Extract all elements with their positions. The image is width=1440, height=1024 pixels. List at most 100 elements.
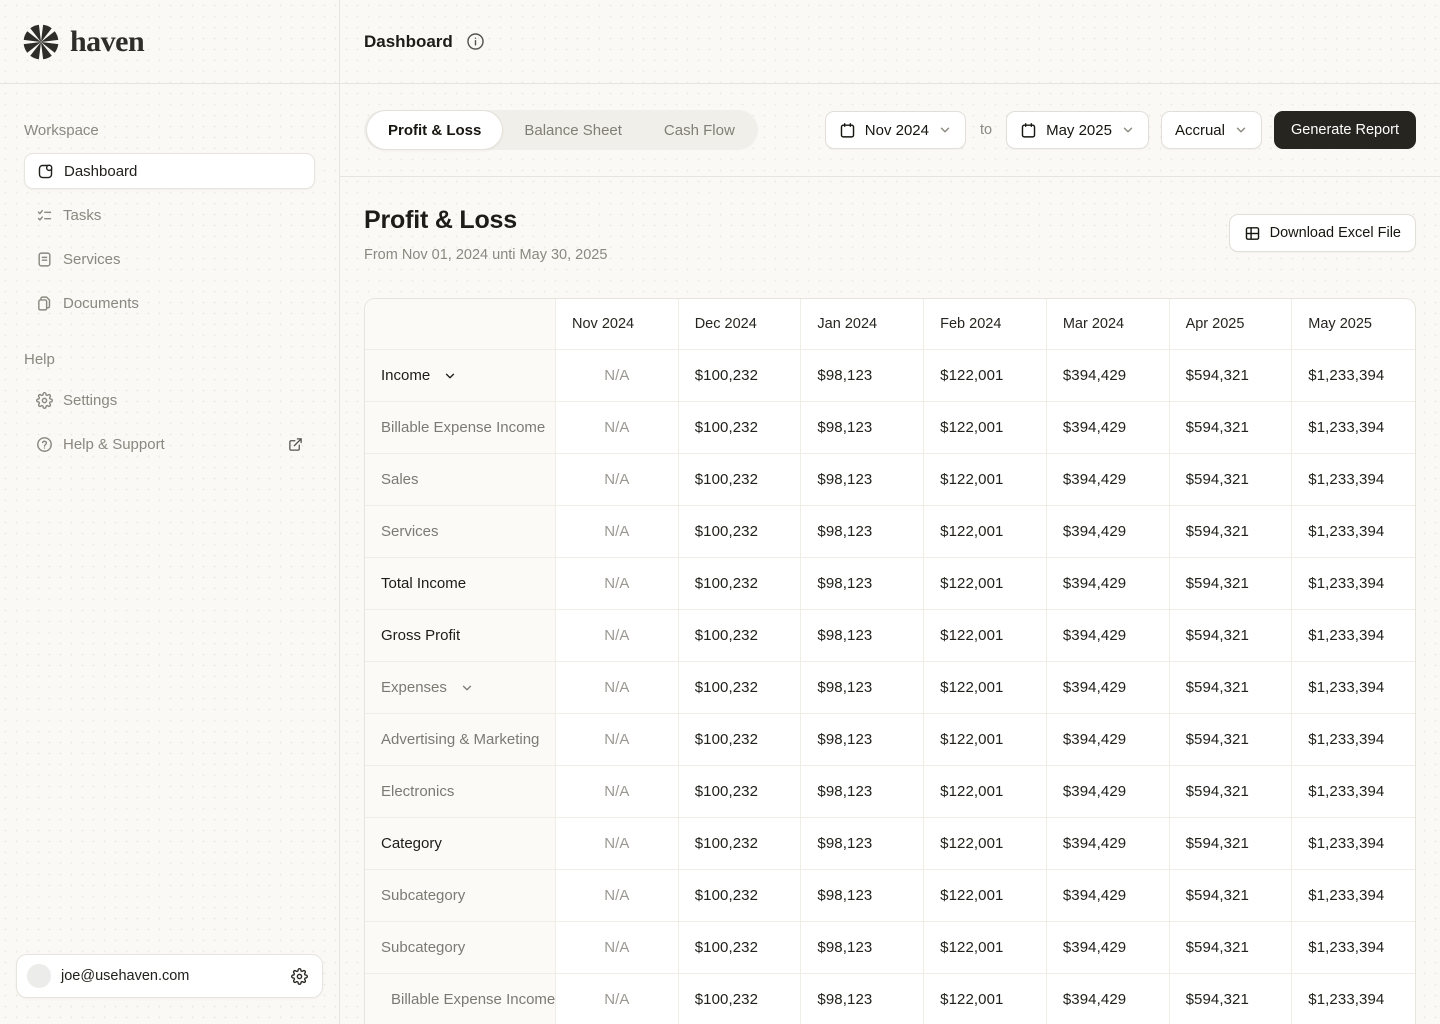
table-cell: $394,429 [1047, 922, 1170, 973]
calendar-icon [1021, 122, 1036, 138]
table-cell: $122,001 [924, 974, 1047, 1024]
row-label-cell: Category [365, 818, 556, 869]
sidebar-item-dashboard[interactable]: Dashboard [24, 153, 315, 189]
chevron-down-icon [462, 685, 472, 690]
row-label-cell[interactable]: Income [365, 350, 556, 401]
user-email: joe@usehaven.com [61, 968, 190, 984]
top-header: Dashboard [340, 0, 1440, 84]
table-cell: $1,233,394 [1308, 523, 1385, 540]
table-row: Advertising & Marketing N/A $100,232 $98,12… [365, 714, 1415, 766]
row-label-cell: Total Income [365, 558, 556, 609]
table-header-row: Nov 2024 Dec 2024 Jan 2024 Feb 2024 Mar 2024… [365, 299, 1415, 350]
table-row: Total Income N/A $100,232 $98,123 $122,001 $3… [365, 558, 1415, 610]
table-cell: $98,123 [801, 506, 925, 557]
table-cell: $100,232 [679, 350, 802, 401]
user-settings-gear-icon[interactable] [291, 967, 308, 985]
table-row: Subcategory N/A $100,232 $98,123 $122,001 $39… [365, 922, 1415, 974]
sidebar-item-services[interactable]: Services [24, 241, 315, 277]
table-cell: $594,321 [1170, 350, 1293, 401]
table-cell: $1,233,394 [1308, 939, 1385, 956]
sidebar-item-help-support[interactable]: Help & Support [24, 426, 315, 462]
logo: haven [0, 0, 339, 84]
help-circle-icon [37, 436, 52, 452]
row-label: Gross Profit [381, 627, 461, 644]
main-area: Dashboard Profit & Loss Balance Sheet Ca… [340, 0, 1440, 1024]
table-cell: $122,001 [924, 818, 1047, 869]
chevron-down-icon [446, 373, 455, 378]
row-label: Income [381, 367, 457, 384]
table-cell: $122,001 [924, 558, 1047, 609]
table-cell: $1,233,394 [1308, 471, 1385, 488]
column-header: Jan 2024 [801, 299, 925, 349]
table-row: Income N/A $100,232 $98,123 $122,001 $394,429… [365, 350, 1415, 402]
table-cell: N/A [556, 922, 679, 973]
table-cell: $1,233,394 [1308, 627, 1385, 644]
table-cell: $100,232 [679, 818, 802, 869]
sidebar-item-label: Dashboard [64, 162, 138, 180]
download-excel-button[interactable]: Download Excel File [1228, 214, 1416, 252]
report-title: Profit & Loss [364, 206, 517, 234]
column-header: Feb 2024 [924, 299, 1047, 349]
table-row: Sales N/A $100,232 $98,123 $122,001 $394,429 $… [365, 454, 1415, 506]
table-cell: N/A [556, 454, 679, 505]
table-cell: $100,232 [679, 506, 802, 557]
basis-value: Accrual [1174, 121, 1225, 139]
table-cell: $1,233,394 [1308, 887, 1385, 904]
sidebar-item-settings[interactable]: Settings [24, 382, 315, 418]
table-cell: $394,429 [1047, 766, 1170, 817]
tab-cash-flow[interactable]: Cash Flow [663, 121, 735, 139]
sidebar-item-documents[interactable]: Documents [24, 285, 315, 321]
user-card[interactable]: joe@usehaven.com [16, 954, 323, 998]
date-to-picker[interactable]: May 2025 [1006, 111, 1149, 149]
page-title: Dashboard [364, 31, 453, 51]
chevron-down-icon [1236, 127, 1246, 133]
table-cell: $98,123 [801, 870, 925, 921]
row-label: Category [381, 835, 442, 852]
info-icon[interactable] [466, 32, 485, 51]
table-cell: $594,321 [1170, 402, 1293, 453]
tasks-icon [37, 209, 52, 221]
table-cell: $594,321 [1170, 506, 1293, 557]
table-cell: N/A [556, 818, 679, 869]
table-cell: $594,321 [1170, 870, 1293, 921]
table-cell: N/A [556, 662, 679, 713]
row-label-cell[interactable]: Expenses [365, 662, 556, 713]
table-cell: $1,233,394 [1308, 991, 1385, 1008]
haven-logo-icon [23, 24, 59, 59]
table-cell: $394,429 [1047, 818, 1170, 869]
toolbar-controls: Nov 2024 to May 2025 Accrual Generate Re… [824, 111, 1416, 149]
sidebar-item-label: Tasks [63, 206, 102, 224]
table-cell: $122,001 [924, 610, 1047, 661]
sidebar-item-label: Help & Support [63, 435, 165, 453]
external-link-icon [289, 437, 302, 451]
tab-balance-sheet[interactable]: Balance Sheet [524, 121, 622, 139]
table-cell: $394,429 [1047, 506, 1170, 557]
table-cell: $394,429 [1047, 350, 1170, 401]
tab-profit-loss[interactable]: Profit & Loss [366, 110, 504, 150]
table-cell: $1,233,394 [1308, 731, 1385, 748]
table-cell: $98,123 [801, 714, 925, 765]
table-cell: N/A [556, 558, 679, 609]
accounting-basis-select[interactable]: Accrual [1160, 111, 1262, 149]
table-cell: $100,232 [679, 766, 802, 817]
table-row: Subcategory N/A $100,232 $98,123 $122,001 $39… [365, 870, 1415, 922]
table-cell: N/A [556, 402, 679, 453]
table-cell: $98,123 [801, 662, 925, 713]
sidebar-item-tasks[interactable]: Tasks [24, 197, 315, 233]
row-label-cell: Sales [365, 454, 556, 505]
chevron-down-icon [1123, 127, 1133, 133]
column-header: Nov 2024 [556, 299, 679, 349]
table-cell: $594,321 [1170, 922, 1293, 973]
table-cell: $394,429 [1047, 974, 1170, 1024]
table-cell: N/A [556, 610, 679, 661]
table-row: Billable Expense Income N/A $100,232 $98,12… [365, 402, 1415, 454]
column-header: Mar 2024 [1047, 299, 1170, 349]
download-excel-label: Download Excel File [1269, 225, 1401, 241]
table-header-empty [365, 299, 556, 349]
row-label-cell: Gross Profit [365, 610, 556, 661]
table-cell: $394,429 [1047, 714, 1170, 765]
date-from-picker[interactable]: Nov 2024 [824, 111, 966, 149]
column-header: Dec 2024 [679, 299, 802, 349]
generate-report-button[interactable]: Generate Report [1273, 111, 1416, 149]
table-cell: $100,232 [679, 558, 802, 609]
